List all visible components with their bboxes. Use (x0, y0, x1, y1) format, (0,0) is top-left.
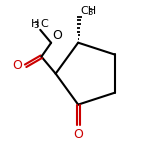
Text: 3: 3 (33, 21, 39, 31)
Text: O: O (52, 29, 62, 42)
Text: CH: CH (80, 6, 96, 16)
Text: C: C (41, 19, 48, 29)
Text: O: O (12, 59, 22, 72)
Text: H: H (31, 19, 40, 29)
Text: 3: 3 (87, 8, 93, 17)
Text: O: O (73, 128, 83, 141)
